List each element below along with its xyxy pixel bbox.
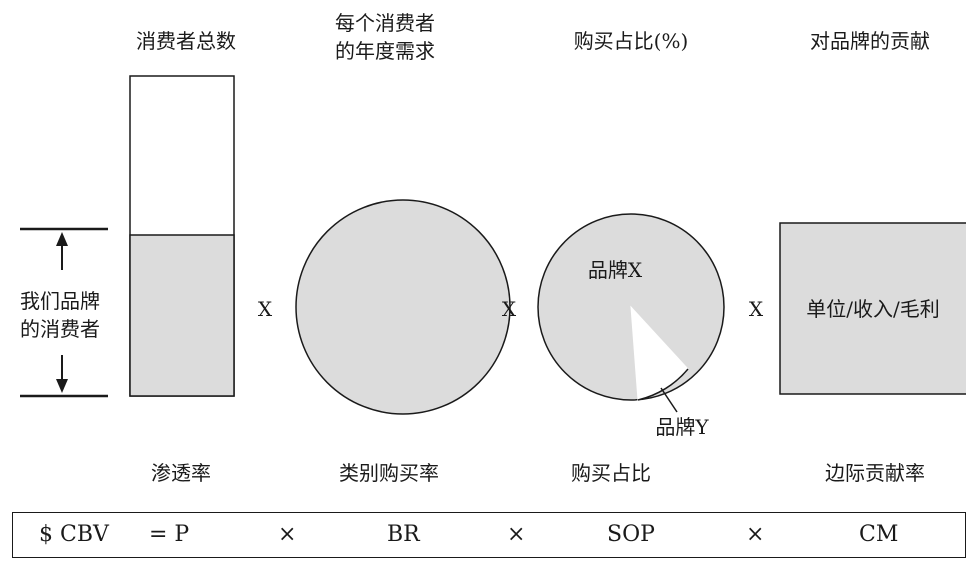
- formula-cbv: $ CBV: [39, 522, 109, 547]
- multiplier-3: X: [748, 297, 764, 321]
- formula-eq-p: = P: [149, 522, 190, 547]
- header-annual-demand-line1: 每个消费者: [335, 11, 435, 35]
- footer-penetration: 渗透率: [151, 461, 211, 485]
- formula-br: BR: [387, 522, 420, 547]
- header-brand-contribution: 对品牌的贡献: [810, 29, 930, 53]
- header-purchase-share: 购买占比(%): [573, 29, 689, 53]
- header-annual-demand-line2: 的年度需求: [335, 39, 435, 63]
- footer-category-rate: 类别购买率: [339, 461, 439, 485]
- brand-x-label: 品牌X: [587, 258, 643, 282]
- formula-times-3: ×: [746, 522, 765, 547]
- footer-purchase-share: 购买占比: [571, 461, 651, 485]
- contribution-square: [779, 222, 966, 395]
- footer-margin-rate: 边际贡献率: [825, 461, 925, 485]
- formula-sop: SOP: [607, 522, 655, 547]
- category-demand-circle: [295, 199, 511, 415]
- formula-box: $ CBV = P × BR × SOP × CM: [12, 512, 966, 558]
- brand-consumers-fill: [129, 234, 235, 397]
- multiplier-1: X: [257, 297, 273, 321]
- side-label-line1: 我们品牌: [20, 289, 100, 313]
- side-label-line2: 的消费者: [20, 317, 100, 341]
- brand-y-leader: [660, 387, 678, 413]
- formula-cm: CM: [859, 522, 899, 547]
- share-pie-outline-overlay: [637, 368, 689, 401]
- formula-times-1: ×: [278, 522, 297, 547]
- multiplier-2: X: [501, 297, 517, 321]
- arrow-up-icon: [56, 232, 68, 270]
- arrow-down-icon: [56, 355, 68, 393]
- brand-y-label: 品牌Y: [655, 415, 709, 439]
- contribution-label: 单位/收入/毛利: [806, 297, 940, 321]
- formula-times-2: ×: [507, 522, 526, 547]
- header-total-consumers: 消费者总数: [136, 29, 236, 53]
